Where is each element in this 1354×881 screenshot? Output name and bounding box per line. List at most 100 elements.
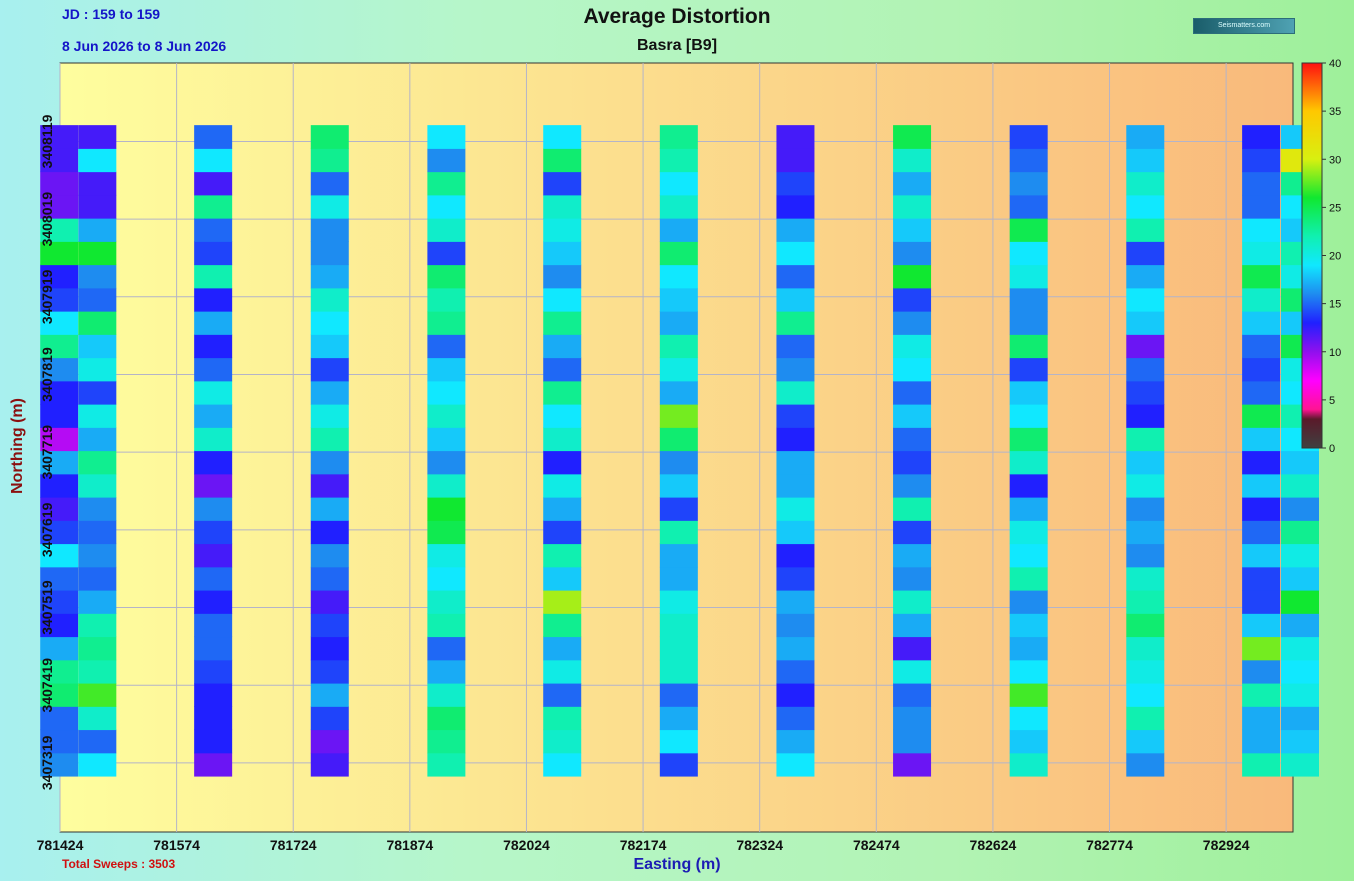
distortion-cell [40,241,79,266]
distortion-cell [427,752,466,777]
y-tick-label: 3407919 [39,269,55,324]
distortion-cell [1009,404,1048,428]
distortion-cell [40,590,79,614]
distortion-cell [1280,543,1319,568]
distortion-cell [310,520,349,545]
distortion-cell [659,590,698,614]
distortion-cell [1009,659,1048,684]
distortion-cell [659,497,698,521]
distortion-cell [78,427,117,452]
distortion-cell [310,706,349,731]
distortion-cell [310,404,349,428]
colorbar-tick-label: 25 [1329,202,1341,214]
distortion-cell [427,566,466,591]
distortion-cell [310,590,349,614]
distortion-cell [194,729,233,754]
distortion-cell [659,125,698,149]
distortion-cell [543,706,582,731]
distortion-cell [78,659,117,684]
distortion-cell [40,194,79,219]
distortion-cell [776,287,815,312]
distortion-cell [1242,566,1281,591]
x-tick-label: 781574 [153,837,200,853]
distortion-cell [1242,194,1281,219]
distortion-cell [194,334,233,359]
distortion-cell [893,171,932,196]
distortion-cell [40,729,79,754]
distortion-cell [659,311,698,335]
distortion-cell [310,543,349,568]
distortion-cell [1242,287,1281,312]
distortion-cell [1126,636,1165,661]
distortion-cell [310,125,349,149]
distortion-cell [543,543,582,568]
distortion-cell [1009,194,1048,219]
distortion-cell [310,287,349,312]
distortion-cell [659,636,698,661]
distortion-cell [1242,311,1281,335]
distortion-cell [1009,706,1048,731]
distortion-cell [40,636,79,661]
distortion-cell [893,497,932,521]
distortion-cell [1126,380,1165,405]
distortion-cell [543,427,582,452]
x-tick-label: 782924 [1203,837,1250,853]
distortion-cell [427,287,466,312]
distortion-cell [40,473,79,498]
distortion-cell [1126,752,1165,777]
y-tick-label: 3407619 [39,502,55,557]
distortion-cell [1009,590,1048,614]
distortion-cell [40,218,79,242]
distortion-cell [1280,683,1319,707]
distortion-cell [776,729,815,754]
distortion-cell [659,287,698,312]
distortion-cell [659,334,698,359]
distortion-cell [1242,706,1281,731]
distortion-cell [543,683,582,707]
distortion-cell [1009,357,1048,382]
distortion-cell [310,241,349,266]
distortion-cell [194,148,233,173]
distortion-cell [893,311,932,335]
distortion-cell [427,590,466,614]
y-tick-label: 3407419 [39,658,55,713]
distortion-cell [776,613,815,638]
distortion-cell [194,636,233,661]
distortion-cell [893,683,932,707]
distortion-cell [1242,613,1281,638]
distortion-cell [1280,497,1319,521]
distortion-cell [1009,311,1048,335]
distortion-cell [893,427,932,452]
distortion-cell [659,706,698,731]
x-tick-label: 782174 [620,837,667,853]
distortion-cell [893,218,932,242]
distortion-cell [78,683,117,707]
distortion-cell [659,752,698,777]
distortion-cell [1126,683,1165,707]
distortion-cell [543,311,582,335]
distortion-cell [1009,125,1048,149]
distortion-cell [893,334,932,359]
distortion-cell [1009,566,1048,591]
y-axis-label: Northing (m) [9,398,26,494]
distortion-cell [78,520,117,545]
distortion-cell [78,194,117,219]
distortion-cell [40,706,79,731]
distortion-cell [659,520,698,545]
distortion-cell [194,497,233,521]
distortion-cell [310,752,349,777]
distortion-cell [1280,613,1319,638]
distortion-cell [1009,613,1048,638]
distortion-cell [1126,566,1165,591]
distortion-cell [1242,450,1281,475]
distortion-cell [194,218,233,242]
distortion-cell [776,706,815,731]
distortion-cell [1009,636,1048,661]
total-sweeps: Total Sweeps : 3503 [62,857,176,871]
distortion-cell [78,404,117,428]
distortion-cell [40,357,79,382]
x-tick-label: 782324 [736,837,783,853]
distortion-cell [1280,706,1319,731]
distortion-cell [659,543,698,568]
distortion-cell [776,659,815,684]
